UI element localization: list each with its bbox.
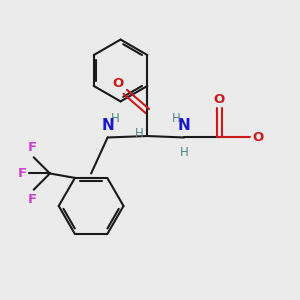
Text: O: O <box>214 93 225 106</box>
Text: O: O <box>112 77 124 90</box>
Text: H: H <box>135 127 144 140</box>
Text: H: H <box>180 146 188 159</box>
Text: H: H <box>111 112 119 125</box>
Text: F: F <box>28 193 37 206</box>
Text: F: F <box>18 167 27 180</box>
Text: O: O <box>253 131 264 144</box>
Text: F: F <box>28 141 37 154</box>
Text: H: H <box>172 112 180 125</box>
Text: N: N <box>178 118 190 133</box>
Text: N: N <box>101 118 114 133</box>
